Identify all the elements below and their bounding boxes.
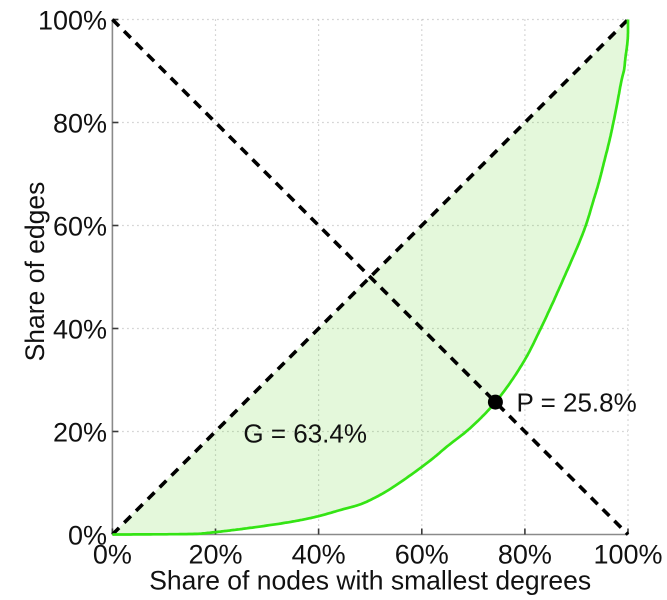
- svg-text:Share of edges: Share of edges: [20, 182, 50, 362]
- svg-text:80%: 80%: [498, 540, 552, 570]
- svg-text:20%: 20%: [53, 418, 107, 448]
- svg-text:40%: 40%: [53, 315, 107, 345]
- svg-text:G = 63.4%: G = 63.4%: [243, 418, 367, 448]
- svg-text:100%: 100%: [593, 540, 662, 570]
- svg-text:20%: 20%: [188, 540, 242, 570]
- svg-text:0%: 0%: [93, 540, 132, 570]
- svg-text:60%: 60%: [53, 212, 107, 242]
- svg-text:60%: 60%: [395, 540, 449, 570]
- svg-text:80%: 80%: [53, 109, 107, 139]
- svg-text:Share of nodes with smallest d: Share of nodes with smallest degrees: [149, 566, 591, 596]
- svg-text:P = 25.8%: P = 25.8%: [517, 387, 637, 417]
- svg-text:100%: 100%: [38, 6, 107, 36]
- svg-text:40%: 40%: [292, 540, 346, 570]
- svg-text:0%: 0%: [68, 521, 107, 551]
